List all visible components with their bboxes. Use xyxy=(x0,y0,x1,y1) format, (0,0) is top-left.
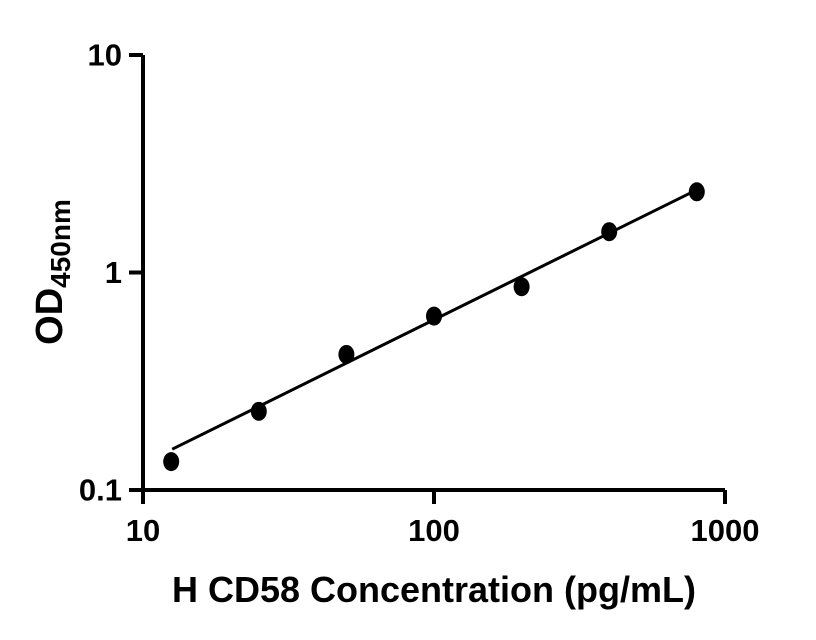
y-tick-label: 0.1 xyxy=(79,473,122,508)
data-point xyxy=(688,182,705,202)
data-point xyxy=(163,452,180,472)
axis-spines xyxy=(141,55,725,492)
data-point xyxy=(513,277,530,297)
data-point xyxy=(250,401,267,421)
data-point xyxy=(426,306,442,326)
y-tick-label: 10 xyxy=(88,38,122,73)
x-tick-label: 10 xyxy=(126,513,160,548)
data-point xyxy=(601,222,618,242)
data-point xyxy=(338,344,355,364)
y-tick-label: 1 xyxy=(105,255,122,290)
x-axis-title: H CD58 Concentration (pg/mL) xyxy=(172,569,696,610)
y-axis-title-main: OD xyxy=(29,288,71,345)
x-tick-label: 1000 xyxy=(691,513,760,548)
y-axis-title: OD450nm xyxy=(29,199,76,345)
y-axis-title-subscript: 450nm xyxy=(45,199,76,288)
x-tick-label: 100 xyxy=(408,513,460,548)
